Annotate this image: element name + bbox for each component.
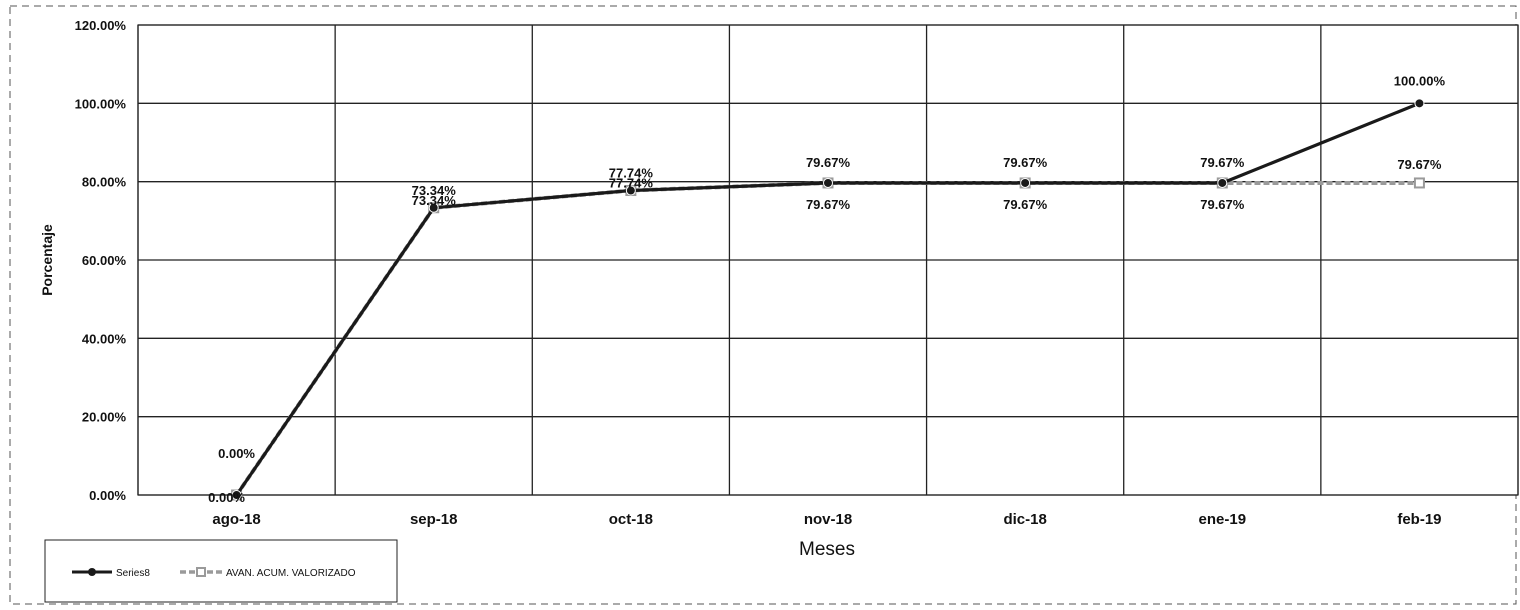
data-label: 79.67% bbox=[806, 155, 851, 170]
y-tick-label: 0.00% bbox=[89, 488, 126, 503]
x-tick-label: sep-18 bbox=[410, 511, 458, 528]
data-label: 79.67% bbox=[1200, 155, 1245, 170]
data-label: 73.34% bbox=[412, 193, 457, 208]
data-label: 79.67% bbox=[806, 197, 851, 212]
x-axis-title: Meses bbox=[799, 539, 855, 560]
data-point-marker bbox=[1414, 98, 1425, 109]
x-tick-label: ene-19 bbox=[1199, 511, 1247, 528]
x-tick-label: oct-18 bbox=[609, 511, 653, 528]
data-label: 79.67% bbox=[1397, 157, 1442, 172]
data-point-marker bbox=[428, 202, 439, 213]
x-tick-label: dic-18 bbox=[1003, 511, 1046, 528]
data-label: 77.74% bbox=[609, 176, 654, 191]
data-point-marker bbox=[1020, 177, 1031, 188]
data-label: 73.34% bbox=[412, 183, 457, 198]
y-tick-label: 60.00% bbox=[82, 253, 127, 268]
y-tick-label: 100.00% bbox=[75, 96, 127, 111]
legend-marker-avance bbox=[196, 567, 206, 577]
legend-label: AVAN. ACUM. VALORIZADO bbox=[226, 568, 356, 579]
y-tick-label: 120.00% bbox=[75, 18, 127, 33]
gridlines bbox=[137, 24, 1519, 496]
legend: Series8 AVAN. ACUM. VALORIZADO bbox=[44, 539, 398, 603]
series-lines bbox=[231, 98, 1425, 501]
x-tick-label: nov-18 bbox=[804, 511, 852, 528]
legend-marker-series8 bbox=[88, 568, 96, 576]
legend-label: Series8 bbox=[116, 568, 150, 579]
data-point-marker bbox=[823, 177, 833, 188]
x-tick-label: ago-18 bbox=[212, 511, 260, 528]
data-point-marker bbox=[1217, 177, 1228, 188]
data-label: 79.67% bbox=[1200, 197, 1245, 212]
x-tick-labels: ago-18 sep-18 oct-18 nov-18 dic-18 ene-19 feb-… bbox=[212, 511, 1441, 528]
y-tick-labels: 0.00% 20.00% 40.00% 60.00% 80.00% 100.00% 120.… bbox=[75, 18, 127, 503]
data-label: 0.00% bbox=[218, 446, 255, 461]
data-label: 100.00% bbox=[1394, 73, 1446, 88]
data-point-marker bbox=[1413, 177, 1425, 189]
data-label: 79.67% bbox=[1003, 197, 1048, 212]
y-tick-label: 40.00% bbox=[82, 331, 127, 346]
data-label: 79.67% bbox=[1003, 155, 1048, 170]
y-tick-label: 20.00% bbox=[82, 410, 127, 425]
y-axis-title: Porcentaje bbox=[39, 224, 55, 296]
data-label: 0.00% bbox=[208, 490, 245, 505]
data-point-marker bbox=[625, 185, 636, 196]
data-point-marker bbox=[231, 490, 242, 500]
x-tick-label: feb-19 bbox=[1397, 511, 1441, 528]
data-labels: 0.00% 73.34% 77.74% 79.67% 79.67% 79.67% 100.0… bbox=[208, 73, 1445, 505]
y-tick-label: 80.00% bbox=[82, 175, 127, 190]
data-label: 77.74% bbox=[609, 166, 654, 181]
